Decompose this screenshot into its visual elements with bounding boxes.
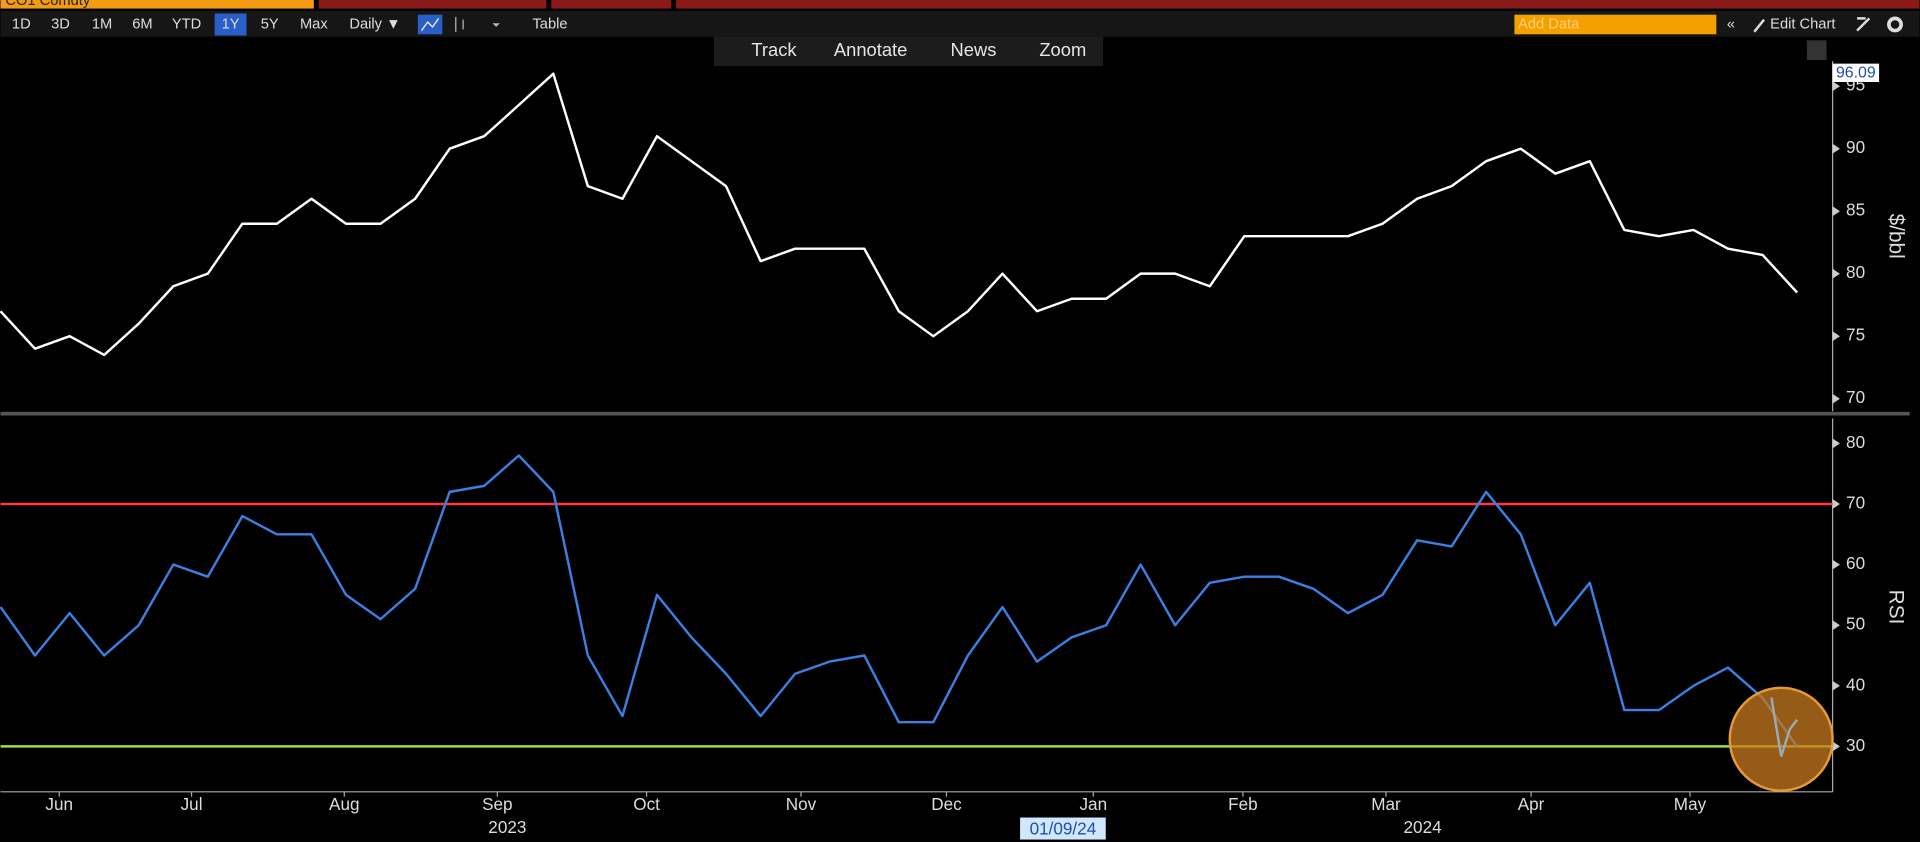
annotation-stroke — [1770, 697, 1799, 757]
x-tick-label: Aug — [329, 794, 359, 814]
y-tick-label: 80 — [1846, 432, 1865, 452]
x-tick-label: Jul — [181, 794, 203, 814]
annotation-circle[interactable] — [1728, 686, 1834, 792]
x-tick-label: Mar — [1371, 794, 1401, 814]
last-value: 96.09 — [1836, 65, 1876, 82]
y-tick — [1832, 393, 1840, 404]
x-tick-label: Jun — [45, 794, 73, 814]
y-tick — [1832, 268, 1840, 279]
y-tick-label: 85 — [1846, 200, 1865, 220]
x-tick-label: May — [1674, 794, 1707, 814]
range-button[interactable]: 5Y — [261, 16, 279, 32]
tool-button[interactable]: Annotate — [834, 39, 907, 60]
range-button[interactable]: Max — [300, 16, 328, 32]
range-selected — [214, 13, 247, 36]
y-tick — [1832, 438, 1840, 449]
pencil-icon — [1753, 18, 1766, 33]
add-data-input[interactable] — [1514, 14, 1717, 35]
y-tick — [1832, 620, 1840, 631]
add-data: Add Data — [1518, 16, 1580, 32]
cursor-box — [1020, 817, 1106, 840]
y-axis-label: RSI — [1885, 590, 1908, 625]
bar-icon[interactable] — [455, 17, 464, 32]
range-button[interactable]: 1M — [92, 16, 112, 32]
ticker-box[interactable] — [0, 0, 314, 9]
tab[interactable] — [318, 0, 547, 9]
tool-button[interactable]: Track — [751, 39, 797, 60]
x-tick-label: Oct — [633, 794, 660, 814]
icon — [421, 18, 440, 31]
ticker: CO1 Comdty — [5, 0, 90, 9]
y-tick — [1832, 741, 1840, 752]
title-bar — [676, 0, 1920, 9]
y-tick — [1832, 680, 1840, 691]
y-tick — [1832, 81, 1840, 92]
y-tick-label: 50 — [1846, 614, 1865, 634]
edit-icon[interactable] — [1856, 17, 1871, 32]
y-tick — [1832, 331, 1840, 342]
last-value-box — [1832, 63, 1880, 82]
tool-bar — [714, 36, 1104, 67]
y-tick-label: 40 — [1846, 674, 1865, 694]
year-label: 2024 — [1404, 817, 1443, 837]
x-tick-label: Apr — [1518, 794, 1545, 814]
price-line — [0, 72, 1799, 357]
cursor-date: 01/09/24 — [1030, 818, 1097, 838]
y-tick — [1832, 206, 1840, 217]
x-tick-label: Nov — [786, 794, 817, 814]
y-tick — [1832, 143, 1840, 154]
edit-chart[interactable]: Edit Chart — [1770, 16, 1835, 32]
tab[interactable] — [551, 0, 672, 9]
y-tick — [1832, 559, 1840, 570]
y-tick-label: 90 — [1846, 137, 1865, 157]
y-tick-label: 80 — [1846, 262, 1865, 282]
range-button[interactable]: 3D — [51, 16, 70, 32]
price-line — [0, 454, 1799, 748]
range-button[interactable]: YTD — [172, 16, 201, 32]
y-tick-label: 70 — [1846, 493, 1865, 513]
x-tick-label: Feb — [1228, 794, 1258, 814]
tool-button[interactable]: Zoom — [1039, 39, 1086, 60]
year-label: 2023 — [488, 817, 526, 837]
frequency[interactable]: Daily ▼ — [349, 16, 400, 32]
range-button[interactable]: 1D — [12, 16, 31, 32]
range-button[interactable]: 6M — [132, 16, 152, 32]
tool-button[interactable]: News — [951, 39, 997, 60]
settings-icon[interactable] — [1887, 16, 1903, 33]
x-tick-label: Dec — [931, 794, 962, 814]
y-tick-label: 75 — [1846, 325, 1865, 345]
y-tick-label: 70 — [1846, 387, 1865, 407]
y-tick-label: 60 — [1846, 553, 1865, 573]
y-axis-label: $/bbl — [1885, 214, 1908, 259]
collapse[interactable]: « — [1727, 16, 1735, 32]
y-tick-label: 30 — [1846, 735, 1865, 755]
scroll-icon[interactable] — [1806, 40, 1827, 60]
range-button[interactable]: 1Y — [222, 16, 240, 32]
y-tick — [1832, 499, 1840, 509]
table-button[interactable]: Table — [532, 16, 567, 32]
x-tick-label: Sep — [482, 794, 512, 814]
dropdown[interactable] — [492, 23, 500, 27]
x-tick-label: Jan — [1080, 794, 1108, 814]
